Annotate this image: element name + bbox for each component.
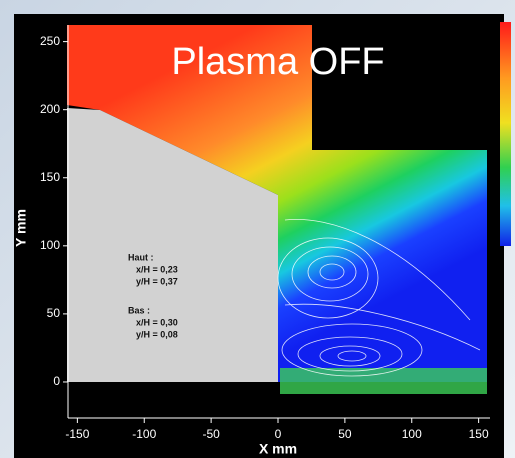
velocity-field-bottom <box>280 368 487 394</box>
annotation: y/H = 0,37 <box>136 276 178 286</box>
y-tick-label: 150 <box>40 170 60 184</box>
streamlines <box>277 219 481 377</box>
annotation: x/H = 0,23 <box>136 264 178 274</box>
y-tick-label: 200 <box>40 102 60 116</box>
x-tick-label: 150 <box>469 427 489 441</box>
y-tick-label: 100 <box>40 238 60 252</box>
chart-title: Plasma OFF <box>171 41 384 83</box>
y-axis-label: Y mm <box>13 209 29 247</box>
annotation: y/H = 0,08 <box>136 329 178 339</box>
y-tick-label: 50 <box>47 306 61 320</box>
geometry <box>67 108 278 382</box>
y-tick-label: 0 <box>53 374 60 388</box>
velocity-field <box>67 25 487 382</box>
colorbar <box>500 22 511 246</box>
x-tick-label: 0 <box>275 427 282 441</box>
x-tick-label: -150 <box>65 427 89 441</box>
x-tick-label: 100 <box>402 427 422 441</box>
x-tick-label: 50 <box>338 427 352 441</box>
x-tick-label: -50 <box>202 427 220 441</box>
y-tick-label: 250 <box>40 34 60 48</box>
annotation: Haut : <box>128 252 154 262</box>
annotation: Bas : <box>128 305 150 315</box>
annotation: x/H = 0,30 <box>136 317 178 327</box>
x-axis-label: X mm <box>259 441 297 457</box>
x-tick-label: -100 <box>132 427 156 441</box>
